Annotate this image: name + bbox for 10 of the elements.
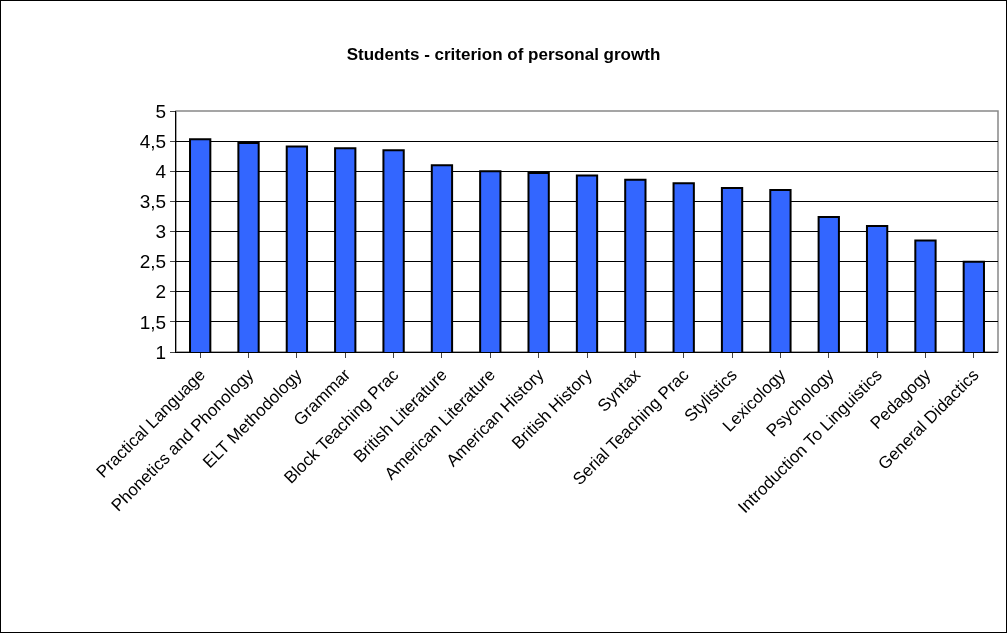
- chart-title: Students - criterion of personal growth: [346, 45, 661, 65]
- y-tick-label: 3,5: [139, 191, 167, 213]
- y-tick-label: 4,5: [139, 130, 167, 152]
- y-tick-label: 1,5: [139, 311, 167, 333]
- y-tick-label: 4: [155, 160, 167, 182]
- y-tick-label: 3: [155, 221, 167, 243]
- y-tick-label: 2,5: [139, 251, 167, 273]
- y-tick-label: 1: [155, 341, 167, 363]
- y-tick-label: 5: [155, 100, 167, 122]
- y-tick-label: 2: [155, 281, 167, 303]
